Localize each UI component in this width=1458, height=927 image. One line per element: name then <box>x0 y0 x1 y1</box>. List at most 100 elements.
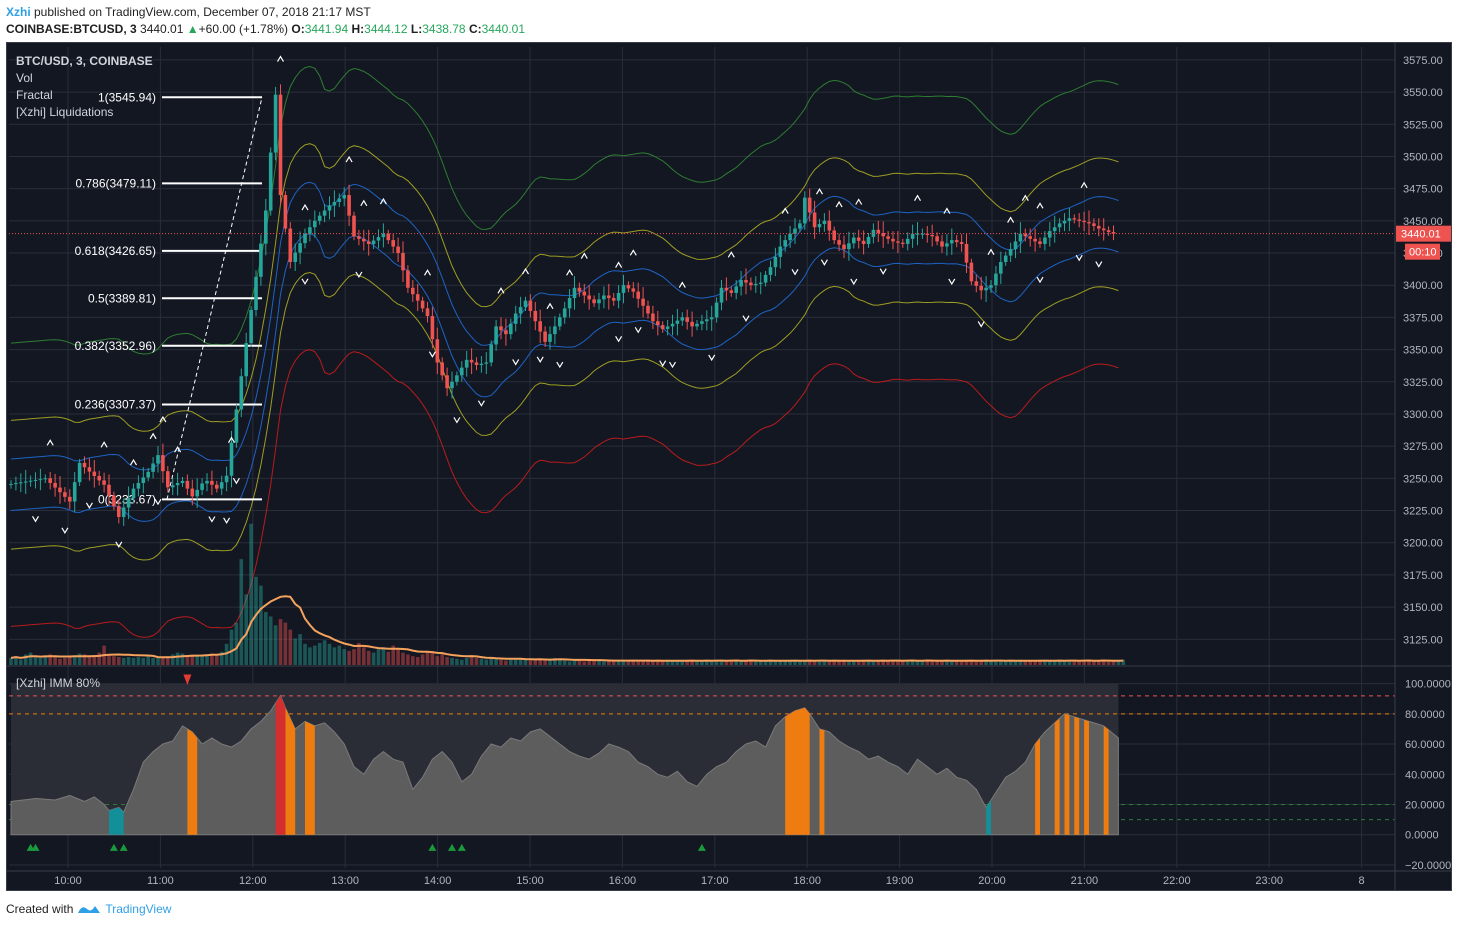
candle-body <box>876 229 881 234</box>
fractal-down-icon <box>232 477 240 485</box>
candle-body <box>1067 218 1072 221</box>
candle-body <box>665 326 670 329</box>
time-tick-label: 18:00 <box>793 875 821 887</box>
volume-bar <box>754 661 758 665</box>
candle-body <box>381 233 386 238</box>
volume-bar <box>891 660 895 665</box>
volume-bar <box>1077 661 1081 665</box>
candle-body <box>288 228 293 263</box>
fractal-down-icon <box>556 361 564 369</box>
fractal-up-icon <box>835 200 843 208</box>
candle-body <box>268 152 273 211</box>
candle-body <box>807 197 812 213</box>
candle-body <box>190 488 195 497</box>
volume-bar <box>87 657 92 665</box>
chart-canvas[interactable]: 1(3545.94) 0.786(3479.11) 0.618(3426.65) 0.… <box>7 43 1451 890</box>
volume-bar <box>837 661 841 665</box>
time-tick-label: 8 <box>1359 875 1365 887</box>
last-price-badge <box>1396 225 1451 242</box>
volume-bar <box>1082 660 1086 665</box>
inner-band-lower <box>10 233 1119 522</box>
volume-bar <box>994 660 998 665</box>
candle-body <box>798 223 802 229</box>
candle-body <box>317 215 322 221</box>
volume-bar <box>680 660 685 665</box>
volume-bar <box>1106 661 1111 665</box>
candle-body <box>582 291 587 296</box>
candle-body <box>719 287 724 303</box>
author-link[interactable]: Xzhi <box>6 5 31 19</box>
candle-body <box>141 477 146 484</box>
candle-body <box>940 241 944 247</box>
volume-bar <box>1121 659 1126 665</box>
candle-body <box>112 495 116 507</box>
candle-body <box>1038 241 1042 244</box>
candle-body <box>489 344 493 363</box>
legend-item-vol[interactable]: Vol <box>16 71 33 85</box>
candle-body <box>121 507 126 517</box>
candle-body <box>533 310 538 322</box>
candle-body <box>1057 223 1062 228</box>
signal-down-icon <box>183 674 192 686</box>
volume-bar <box>518 657 523 665</box>
price-tick-label: 3300.00 <box>1403 409 1443 421</box>
volume-bar <box>558 658 562 665</box>
volume-bar <box>935 660 939 665</box>
volume-bar <box>97 652 101 665</box>
volume-bar <box>602 661 606 665</box>
volume-bar <box>9 657 13 665</box>
fractal-down-icon <box>31 516 40 523</box>
volume-bar <box>121 657 126 665</box>
volume-bar <box>592 659 596 665</box>
close-value: 3440.01 <box>481 22 526 36</box>
fractal-up-icon <box>174 445 182 453</box>
volume-bar <box>1116 661 1121 665</box>
candle-body <box>58 487 62 493</box>
fractal-up-icon <box>815 188 824 195</box>
candle-body <box>9 483 13 485</box>
legend-item-fractal[interactable]: Fractal <box>16 88 53 102</box>
candle-body <box>1087 222 1091 224</box>
volume-bar <box>131 657 136 665</box>
candle-body <box>401 253 405 271</box>
candle-body <box>714 302 719 318</box>
candle-body <box>293 252 297 263</box>
volume-bar <box>430 652 435 665</box>
candle-body <box>901 242 905 244</box>
volume-bar <box>665 659 670 665</box>
candle-body <box>161 455 165 472</box>
volume-bar <box>425 651 430 665</box>
candle-body <box>842 244 846 250</box>
fractal-down-icon <box>208 516 216 523</box>
volume-bar <box>1008 660 1013 665</box>
volume-bar <box>925 659 930 665</box>
legend-item-liquidations[interactable]: [Xzhi] Liquidations <box>16 105 113 119</box>
volume-bar <box>352 649 356 665</box>
tradingview-link[interactable]: TradingView <box>105 902 172 916</box>
time-tick-label: 13:00 <box>331 875 359 887</box>
imm-legend[interactable]: [Xzhi] IMM 80% <box>16 676 100 690</box>
candle-body <box>19 482 23 484</box>
candle-body <box>886 236 890 239</box>
candle-body <box>847 243 851 250</box>
volume-bar <box>896 659 900 665</box>
fractal-up-icon <box>497 287 505 294</box>
volume-bar <box>278 619 283 665</box>
open-value: 3441.94 <box>304 22 349 36</box>
volume-bar <box>112 656 116 665</box>
candle-body <box>1043 237 1047 244</box>
imm-high-zone <box>187 728 198 835</box>
volume-bar <box>783 660 787 665</box>
candle-body <box>166 471 170 488</box>
imm-high-zone <box>305 721 315 835</box>
volume-bar <box>847 660 851 665</box>
candle-body <box>504 330 508 335</box>
volume-bar <box>215 655 219 665</box>
volume-bar <box>616 660 621 665</box>
price-tick-label: 3125.00 <box>1403 634 1443 646</box>
chart-container[interactable]: 1(3545.94) 0.786(3479.11) 0.618(3426.65) 0.… <box>6 42 1452 891</box>
volume-bar <box>807 659 812 665</box>
middle-band-upper <box>10 143 1119 432</box>
fractal-up-icon <box>727 251 735 258</box>
candle-body <box>651 313 655 322</box>
